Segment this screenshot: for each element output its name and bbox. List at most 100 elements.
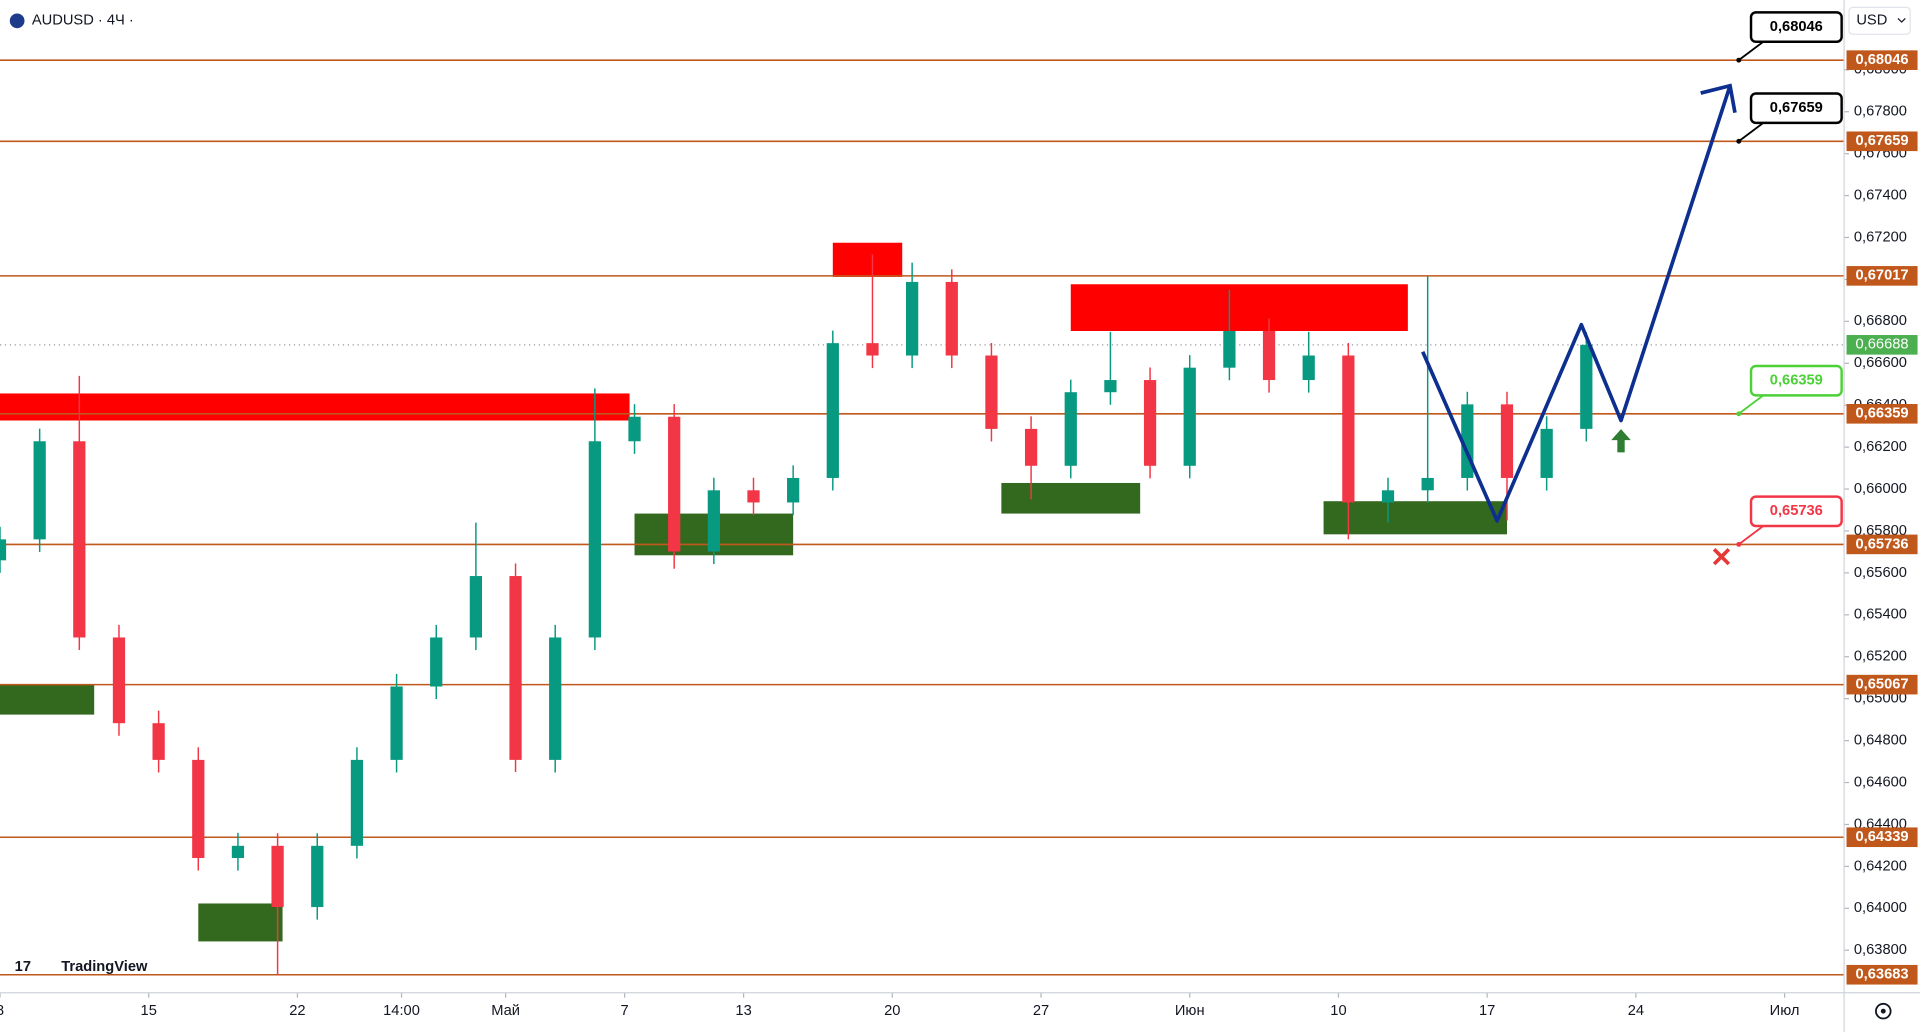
candle-body xyxy=(33,441,46,540)
callout-anchor xyxy=(1736,138,1742,144)
y-tick-label: 0,64000 xyxy=(1854,900,1907,916)
callout-label: 0,65736 xyxy=(1770,503,1823,519)
x-tick-label: 14:00 xyxy=(383,1003,420,1019)
zone xyxy=(0,684,95,715)
zone xyxy=(1001,482,1141,514)
level-label: 0,67017 xyxy=(1856,268,1909,284)
candle-body xyxy=(588,441,601,638)
y-tick-label: 0,64600 xyxy=(1854,774,1907,790)
candle-body xyxy=(311,845,324,908)
y-tick-label: 0,66600 xyxy=(1854,355,1907,371)
y-tick-label: 0,66200 xyxy=(1854,439,1907,455)
candle-body xyxy=(628,416,641,442)
level-label: 0,65736 xyxy=(1856,536,1909,552)
up-arrow-icon xyxy=(1611,429,1631,453)
currency-button[interactable] xyxy=(1848,6,1911,35)
level-label: 0,67659 xyxy=(1856,133,1909,149)
x-tick-label: Июл xyxy=(1770,1003,1800,1019)
callout-anchor xyxy=(1736,411,1742,417)
y-tick-label: 0,67200 xyxy=(1854,229,1907,245)
flag-icon xyxy=(9,13,25,29)
candle-body xyxy=(1223,330,1236,368)
candle-body xyxy=(112,637,126,724)
y-tick-label: 0,66800 xyxy=(1854,313,1907,329)
y-tick-label: 0,63800 xyxy=(1854,942,1907,958)
x-tick-label: Май xyxy=(491,1003,520,1019)
currency-label[interactable]: USD xyxy=(1856,13,1887,29)
plot: 0,638000,640000,642000,644000,646000,648… xyxy=(0,11,1918,1019)
x-tick-label: 10 xyxy=(1330,1003,1346,1019)
chart-title[interactable]: AUDUSD · 4Ч · xyxy=(32,13,134,29)
callout-leader xyxy=(1738,41,1764,61)
candle-body xyxy=(1580,344,1593,429)
candle-body xyxy=(1143,380,1157,466)
level-tag xyxy=(1846,403,1918,424)
watermark: TradingView xyxy=(61,959,148,975)
candle-body xyxy=(430,637,443,687)
price-label: 0,66688 xyxy=(1856,337,1909,353)
level-tag xyxy=(1846,827,1918,848)
candle-body xyxy=(73,441,86,638)
candle-body xyxy=(866,343,879,356)
cross-icon xyxy=(1712,547,1731,566)
y-tick-label: 0,64800 xyxy=(1854,732,1907,748)
zone xyxy=(1323,501,1507,535)
callout-box xyxy=(1749,92,1843,125)
level-tag xyxy=(1846,534,1918,555)
candle-body xyxy=(350,759,364,846)
x-tick-label: 22 xyxy=(289,1003,305,1019)
candle-body xyxy=(1540,428,1553,478)
callout-leader xyxy=(1738,394,1764,415)
callout-label: 0,68046 xyxy=(1770,19,1823,35)
y-tick-label: 0,67800 xyxy=(1854,104,1907,120)
zone xyxy=(198,903,283,942)
callout-leader xyxy=(1738,122,1764,143)
candle-body xyxy=(1104,380,1117,393)
candle-body xyxy=(985,355,998,429)
candle-body xyxy=(192,759,205,858)
projection-path xyxy=(1421,85,1732,523)
candle-body xyxy=(1421,477,1434,491)
callout-leader xyxy=(1738,525,1764,546)
candle-body xyxy=(1262,330,1276,381)
settings-icon[interactable] xyxy=(1875,1002,1892,1020)
projection-arrowhead xyxy=(1700,83,1737,114)
watermark-logo: 17 xyxy=(15,959,31,975)
callout-box xyxy=(1749,495,1843,528)
level-label: 0,65067 xyxy=(1856,677,1909,693)
candle-body xyxy=(1064,392,1077,466)
candle-body xyxy=(1500,404,1514,478)
candle-body xyxy=(469,576,483,638)
candle-body xyxy=(668,416,681,552)
candle-body xyxy=(1342,355,1355,503)
callout-box xyxy=(1749,364,1843,397)
candle-body xyxy=(509,576,522,760)
x-tick-label: 17 xyxy=(1479,1003,1495,1019)
candle-body xyxy=(1183,367,1196,466)
zone xyxy=(1070,284,1408,331)
zone xyxy=(0,393,630,421)
y-tick-label: 0,65200 xyxy=(1854,649,1907,665)
level-tag xyxy=(1846,266,1918,286)
level-tag xyxy=(1846,674,1918,695)
candle-body xyxy=(231,845,245,858)
candle-body xyxy=(271,845,284,908)
candle-body xyxy=(1024,428,1038,466)
x-tick-label: 24 xyxy=(1628,1003,1644,1019)
level-label: 0,66359 xyxy=(1856,406,1909,422)
y-tick-label: 0,64200 xyxy=(1854,858,1907,874)
level-label: 0,63683 xyxy=(1856,967,1909,983)
candle-body xyxy=(906,281,919,356)
candle-body xyxy=(826,343,839,478)
callout-box xyxy=(1749,11,1843,44)
callout-label: 0,66359 xyxy=(1770,373,1823,389)
y-tick-label: 0,66000 xyxy=(1854,481,1907,497)
candle-body xyxy=(390,686,403,760)
x-tick-label: 20 xyxy=(884,1003,900,1019)
callout-anchor xyxy=(1736,57,1742,63)
level-tag xyxy=(1846,964,1918,985)
level-tag xyxy=(1846,131,1918,152)
candle-body xyxy=(747,490,760,503)
x-tick-label: 8 xyxy=(0,1003,4,1019)
